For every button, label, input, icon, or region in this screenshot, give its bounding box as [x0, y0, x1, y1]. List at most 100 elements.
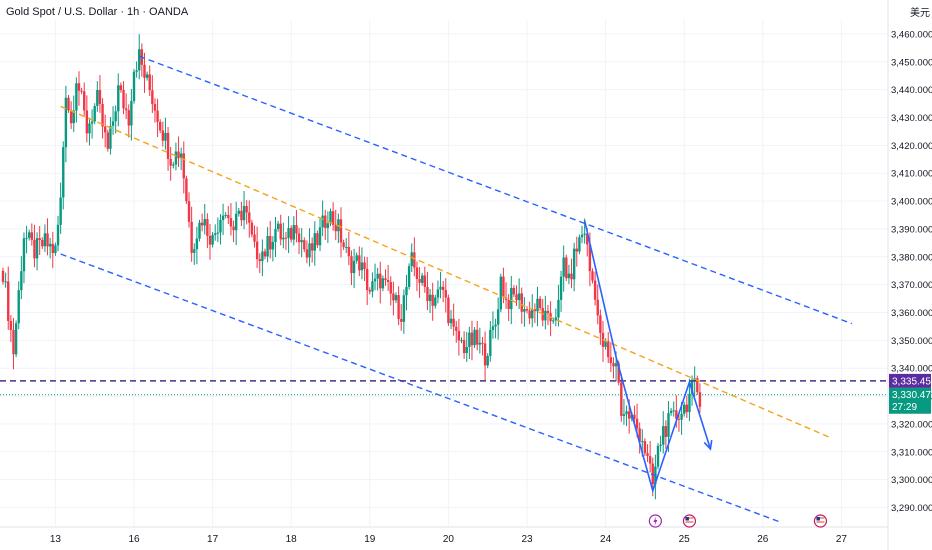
candle-body — [195, 238, 199, 250]
candle-body — [379, 273, 382, 289]
candle-body — [164, 132, 167, 141]
candle-body — [376, 273, 379, 279]
candle-body — [444, 290, 447, 298]
candle-body — [185, 178, 188, 202]
candle-body — [400, 319, 403, 322]
candle-body — [182, 153, 185, 179]
candle-body — [308, 243, 311, 258]
candle-body — [214, 233, 217, 235]
candle-body — [276, 223, 280, 229]
candle-body — [51, 243, 54, 254]
candle-body — [690, 381, 694, 394]
candle-body — [473, 329, 476, 346]
candle-body — [326, 223, 330, 228]
candle-body — [426, 287, 429, 302]
current-tag-bg — [889, 387, 931, 414]
candle-body — [491, 326, 495, 330]
candle-body — [572, 248, 576, 280]
candle-body — [103, 126, 107, 133]
candle-body — [250, 222, 254, 235]
candle-body — [415, 267, 419, 280]
candle-body — [659, 444, 662, 446]
candle-body — [190, 221, 193, 253]
candle-body — [156, 110, 159, 122]
candle-body — [523, 309, 526, 312]
y-tick-label: 3,420.000 — [891, 141, 932, 152]
candle-body — [303, 240, 306, 250]
candle-body — [216, 232, 220, 234]
candle-body — [439, 286, 442, 290]
candle-body — [90, 121, 94, 124]
event-flag-icon — [813, 514, 828, 528]
x-tick-label: 18 — [286, 534, 298, 545]
candle-body — [159, 121, 162, 131]
candle-body — [324, 215, 327, 228]
candle-body — [253, 234, 256, 242]
candle-body — [575, 248, 578, 252]
candle-body — [88, 123, 91, 134]
candle-body — [528, 310, 531, 319]
candle-body — [562, 257, 565, 277]
candle-body — [462, 340, 466, 354]
candle-body — [111, 121, 115, 126]
candle-body — [237, 210, 240, 214]
candle-body — [478, 342, 482, 345]
candle-body — [96, 90, 99, 107]
event-flash-icon — [648, 514, 662, 528]
candle-body — [321, 215, 324, 228]
candle-body — [460, 340, 463, 342]
candle-body — [672, 410, 675, 412]
candle-body — [392, 293, 395, 301]
candle-body — [148, 74, 151, 91]
candle-body — [227, 214, 230, 219]
candle-body — [470, 332, 474, 346]
candle-body — [421, 275, 424, 283]
candle-body — [229, 218, 233, 227]
candle-body — [169, 158, 172, 166]
currency-label: 美元 — [910, 8, 930, 19]
candle-body — [67, 97, 70, 111]
y-tick-label: 3,290.000 — [891, 503, 932, 514]
candle-body — [143, 64, 146, 78]
candle-body — [507, 299, 510, 310]
candles-group — [1, 34, 702, 500]
candle-body — [371, 281, 374, 292]
y-tick-label: 3,300.000 — [891, 475, 932, 486]
candle-body — [633, 414, 636, 419]
channel-upper-line — [138, 55, 853, 325]
candle-body — [489, 329, 492, 356]
x-tick-label: 17 — [207, 534, 219, 545]
candle-body — [331, 211, 335, 225]
flash-bolt — [653, 516, 658, 526]
y-tick-label: 3,410.000 — [891, 169, 932, 180]
candle-body — [132, 71, 136, 102]
candle-body — [612, 363, 615, 367]
candle-body — [153, 104, 157, 111]
candle-body — [114, 111, 117, 122]
candle-body — [512, 288, 516, 295]
candle-body — [266, 235, 269, 257]
candle-body — [290, 228, 293, 240]
y-tick-label: 3,430.000 — [891, 113, 932, 124]
candle-body — [130, 101, 133, 126]
candle-body — [368, 290, 371, 292]
candle-body — [234, 213, 238, 231]
candle-body — [617, 363, 620, 383]
candle-body — [499, 276, 502, 310]
candle-body — [255, 241, 259, 260]
candle-body — [83, 91, 86, 111]
flag-canton — [816, 517, 820, 521]
candle-body — [531, 309, 534, 319]
x-tick-label: 13 — [50, 534, 62, 545]
candle-body — [101, 103, 104, 127]
candle-body — [669, 410, 673, 414]
candle-body — [481, 342, 484, 344]
candle-body — [352, 260, 356, 274]
candle-body — [339, 219, 343, 243]
current-price-tag: 3,330.47527:29 — [889, 387, 932, 414]
candle-body — [452, 318, 455, 327]
candle-body — [591, 271, 594, 281]
candle-body — [12, 330, 15, 355]
countdown-text: 27:29 — [892, 402, 917, 413]
